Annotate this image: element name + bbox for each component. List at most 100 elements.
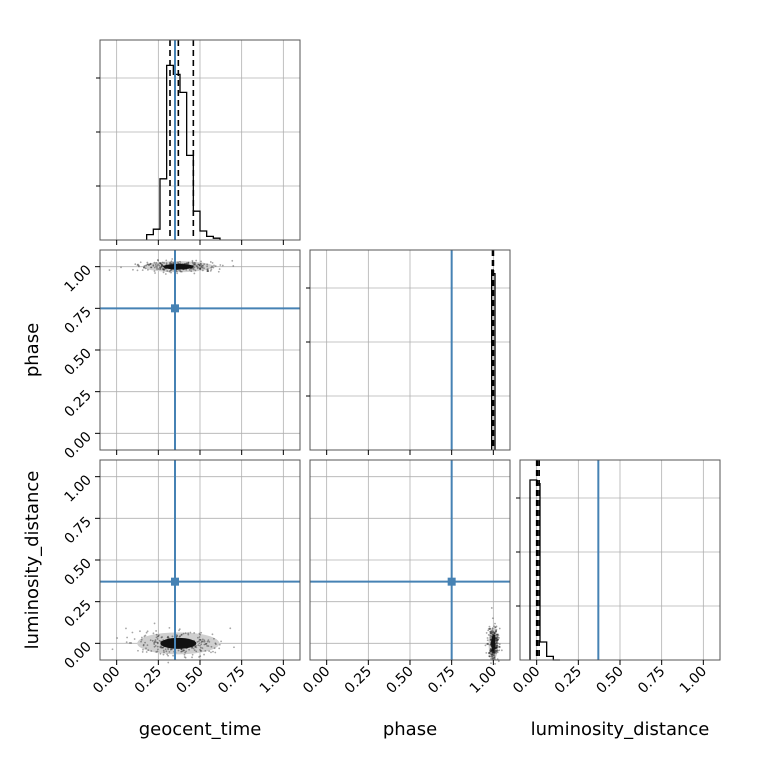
scatter-panel-phase-vs-luminosity_distance-point: [496, 651, 499, 654]
scatter-panel-geocent_time-vs-luminosity_distance-point: [161, 636, 164, 638]
scatter-panel-phase-vs-luminosity_distance-point: [495, 650, 497, 652]
scatter-panel-phase-vs-luminosity_distance-point: [497, 634, 500, 637]
scatter-panel-geocent_time-vs-phase-point: [199, 266, 201, 269]
scatter-panel-geocent_time-vs-luminosity_distance-point: [192, 647, 195, 650]
scatter-panel-geocent_time-vs-phase-point: [157, 268, 160, 270]
scatter-panel-geocent_time-vs-luminosity_distance-point: [178, 628, 181, 631]
scatter-panel-phase-vs-luminosity_distance-point: [498, 649, 501, 652]
scatter-panel-phase-vs-luminosity_distance-point: [495, 630, 497, 633]
scatter-panel-geocent_time-vs-phase-point: [198, 264, 201, 266]
scatter-panel-phase-vs-luminosity_distance-point: [490, 632, 492, 635]
scatter-panel-phase-vs-luminosity_distance-point: [495, 641, 498, 644]
scatter-panel-phase-vs-luminosity_distance-point: [496, 646, 499, 649]
scatter-panel-geocent_time-vs-phase-point: [165, 259, 168, 262]
scatter-panel-phase-vs-luminosity_distance-density-core: [491, 635, 496, 652]
scatter-panel-phase-vs-luminosity_distance-point: [496, 644, 499, 647]
scatter-panel-phase-vs-luminosity_distance-point: [496, 637, 498, 640]
scatter-panel-geocent_time-vs-luminosity_distance-point: [194, 645, 197, 648]
y-tick-label-luminosity_distance-4: 1.00: [61, 472, 94, 505]
scatter-panel-geocent_time-vs-phase-point: [194, 269, 197, 272]
scatter-panel-geocent_time-vs-phase-point: [158, 268, 161, 270]
scatter-panel-phase-vs-luminosity_distance-point: [496, 649, 499, 652]
scatter-panel-geocent_time-vs-luminosity_distance-point: [149, 639, 152, 642]
scatter-panel-phase-vs-luminosity_distance-point: [490, 630, 493, 633]
scatter-panel-phase-vs-luminosity_distance-point: [493, 655, 496, 658]
scatter-panel-geocent_time-vs-phase-point: [196, 265, 198, 267]
scatter-panel-geocent_time-vs-luminosity_distance-point: [204, 649, 207, 652]
hist-panel-geocent_time-histogram-step: [146, 64, 221, 240]
scatter-panel-geocent_time-vs-phase-point: [188, 269, 191, 271]
scatter-panel-geocent_time-vs-luminosity_distance-point: [191, 653, 194, 656]
scatter-panel-geocent_time-vs-luminosity_distance-point: [155, 633, 158, 636]
scatter-panel-geocent_time-vs-luminosity_distance-point: [167, 661, 170, 664]
scatter-panel-geocent_time-vs-luminosity_distance-point: [214, 642, 217, 645]
scatter-panel-geocent_time-vs-phase-point: [160, 266, 163, 268]
scatter-panel-phase-vs-luminosity_distance-point: [491, 654, 493, 657]
scatter-panel-phase-vs-luminosity_distance-point: [489, 630, 491, 633]
scatter-panel-phase-vs-luminosity_distance-point: [490, 650, 493, 653]
scatter-panel-phase-vs-luminosity_distance-point: [495, 652, 498, 654]
scatter-panel-geocent_time-vs-luminosity_distance-point: [213, 647, 216, 650]
scatter-panel-geocent_time-vs-luminosity_distance-point: [163, 651, 165, 654]
scatter-panel-phase-vs-luminosity_distance-point: [492, 651, 495, 654]
scatter-panel-geocent_time-vs-phase-point: [193, 272, 196, 275]
scatter-panel-phase-vs-luminosity_distance-point: [490, 653, 493, 656]
scatter-panel-geocent_time-vs-phase-point: [210, 266, 213, 269]
scatter-panel-phase-vs-luminosity_distance-point: [487, 634, 490, 636]
scatter-panel-phase-vs-luminosity_distance-point: [485, 651, 488, 654]
scatter-panel-geocent_time-vs-luminosity_distance-point: [162, 649, 165, 652]
scatter-panel-geocent_time-vs-luminosity_distance-point: [198, 632, 201, 635]
scatter-panel-geocent_time-vs-phase-point: [158, 264, 161, 267]
scatter-panel-phase-vs-luminosity_distance-point: [489, 627, 492, 630]
scatter-panel-geocent_time-vs-luminosity_distance-point: [159, 646, 162, 648]
scatter-panel-geocent_time-vs-luminosity_distance-point: [169, 648, 172, 651]
scatter-panel-geocent_time-vs-phase-point: [213, 264, 215, 267]
scatter-panel-geocent_time-vs-luminosity_distance-point: [142, 644, 145, 647]
scatter-panel-phase-vs-luminosity_distance-point: [490, 662, 492, 665]
scatter-panel-phase-vs-luminosity_distance-point: [496, 638, 498, 641]
scatter-panel-phase-vs-luminosity_distance-point: [498, 636, 500, 639]
scatter-panel-geocent_time-vs-phase-point: [166, 270, 169, 272]
scatter-panel-geocent_time-vs-luminosity_distance-point: [205, 642, 208, 645]
scatter-panel-phase-vs-luminosity_distance-point: [497, 660, 500, 663]
x-tick-label-geocent_time-1: 0.25: [132, 664, 165, 697]
scatter-panel-phase-vs-luminosity_distance-point: [495, 639, 498, 642]
scatter-panel-geocent_time-vs-luminosity_distance-point: [160, 645, 162, 648]
scatter-panel-geocent_time-vs-phase-point: [147, 268, 149, 271]
scatter-panel-phase-vs-luminosity_distance-point: [498, 646, 501, 649]
scatter-panel-geocent_time-vs-luminosity_distance-point: [170, 648, 173, 651]
scatter-panel-geocent_time-vs-phase-point: [160, 265, 163, 268]
scatter-panel-geocent_time-vs-phase-point: [153, 270, 156, 273]
scatter-panel-phase-vs-luminosity_distance-point: [487, 643, 490, 646]
scatter-panel-geocent_time-vs-phase-point: [141, 269, 144, 272]
scatter-panel-geocent_time-vs-phase-point: [165, 262, 168, 265]
scatter-panel-geocent_time-vs-luminosity_distance-point: [187, 632, 190, 635]
scatter-panel-geocent_time-vs-luminosity_distance-point: [167, 648, 170, 651]
scatter-panel-phase-vs-luminosity_distance-point: [493, 651, 496, 654]
scatter-panel-phase-vs-luminosity_distance-point: [492, 656, 495, 659]
scatter-panel-geocent_time-vs-luminosity_distance-point: [187, 633, 190, 636]
scatter-panel-geocent_time-vs-phase-point: [159, 268, 162, 270]
scatter-panel-phase-vs-luminosity_distance-point: [494, 646, 497, 649]
x-tick-label-luminosity_distance-3: 0.75: [635, 664, 668, 697]
scatter-panel-geocent_time-vs-luminosity_distance-point: [179, 635, 182, 637]
scatter-panel-geocent_time-vs-phase-point: [161, 264, 164, 267]
scatter-panel-geocent_time-vs-luminosity_distance-point: [167, 636, 169, 639]
scatter-panel-geocent_time-vs-phase-point: [162, 271, 165, 274]
scatter-panel-geocent_time-vs-phase-point: [143, 266, 145, 269]
scatter-panel-geocent_time-vs-luminosity_distance-point: [140, 640, 142, 643]
scatter-panel-geocent_time-vs-luminosity_distance-point: [165, 650, 168, 653]
scatter-panel-phase-vs-luminosity_distance-point: [491, 653, 494, 656]
scatter-panel-geocent_time-vs-luminosity_distance-point: [128, 641, 131, 644]
scatter-panel-geocent_time-vs-phase-point: [221, 264, 224, 267]
scatter-panel-geocent_time-vs-luminosity_distance-point: [153, 641, 155, 644]
scatter-panel-phase-vs-luminosity_distance-point: [489, 648, 492, 650]
scatter-panel-geocent_time-vs-phase-point: [199, 268, 201, 270]
scatter-panel-geocent_time-vs-phase-point: [156, 268, 158, 270]
y-tick-label-phase-1: 0.25: [61, 387, 94, 420]
scatter-panel-geocent_time-vs-phase-point: [200, 260, 202, 263]
scatter-panel-geocent_time-vs-luminosity_distance-point: [210, 645, 213, 648]
scatter-panel-phase-vs-luminosity_distance-point: [489, 643, 492, 646]
scatter-panel-geocent_time-vs-phase-point: [207, 268, 209, 271]
